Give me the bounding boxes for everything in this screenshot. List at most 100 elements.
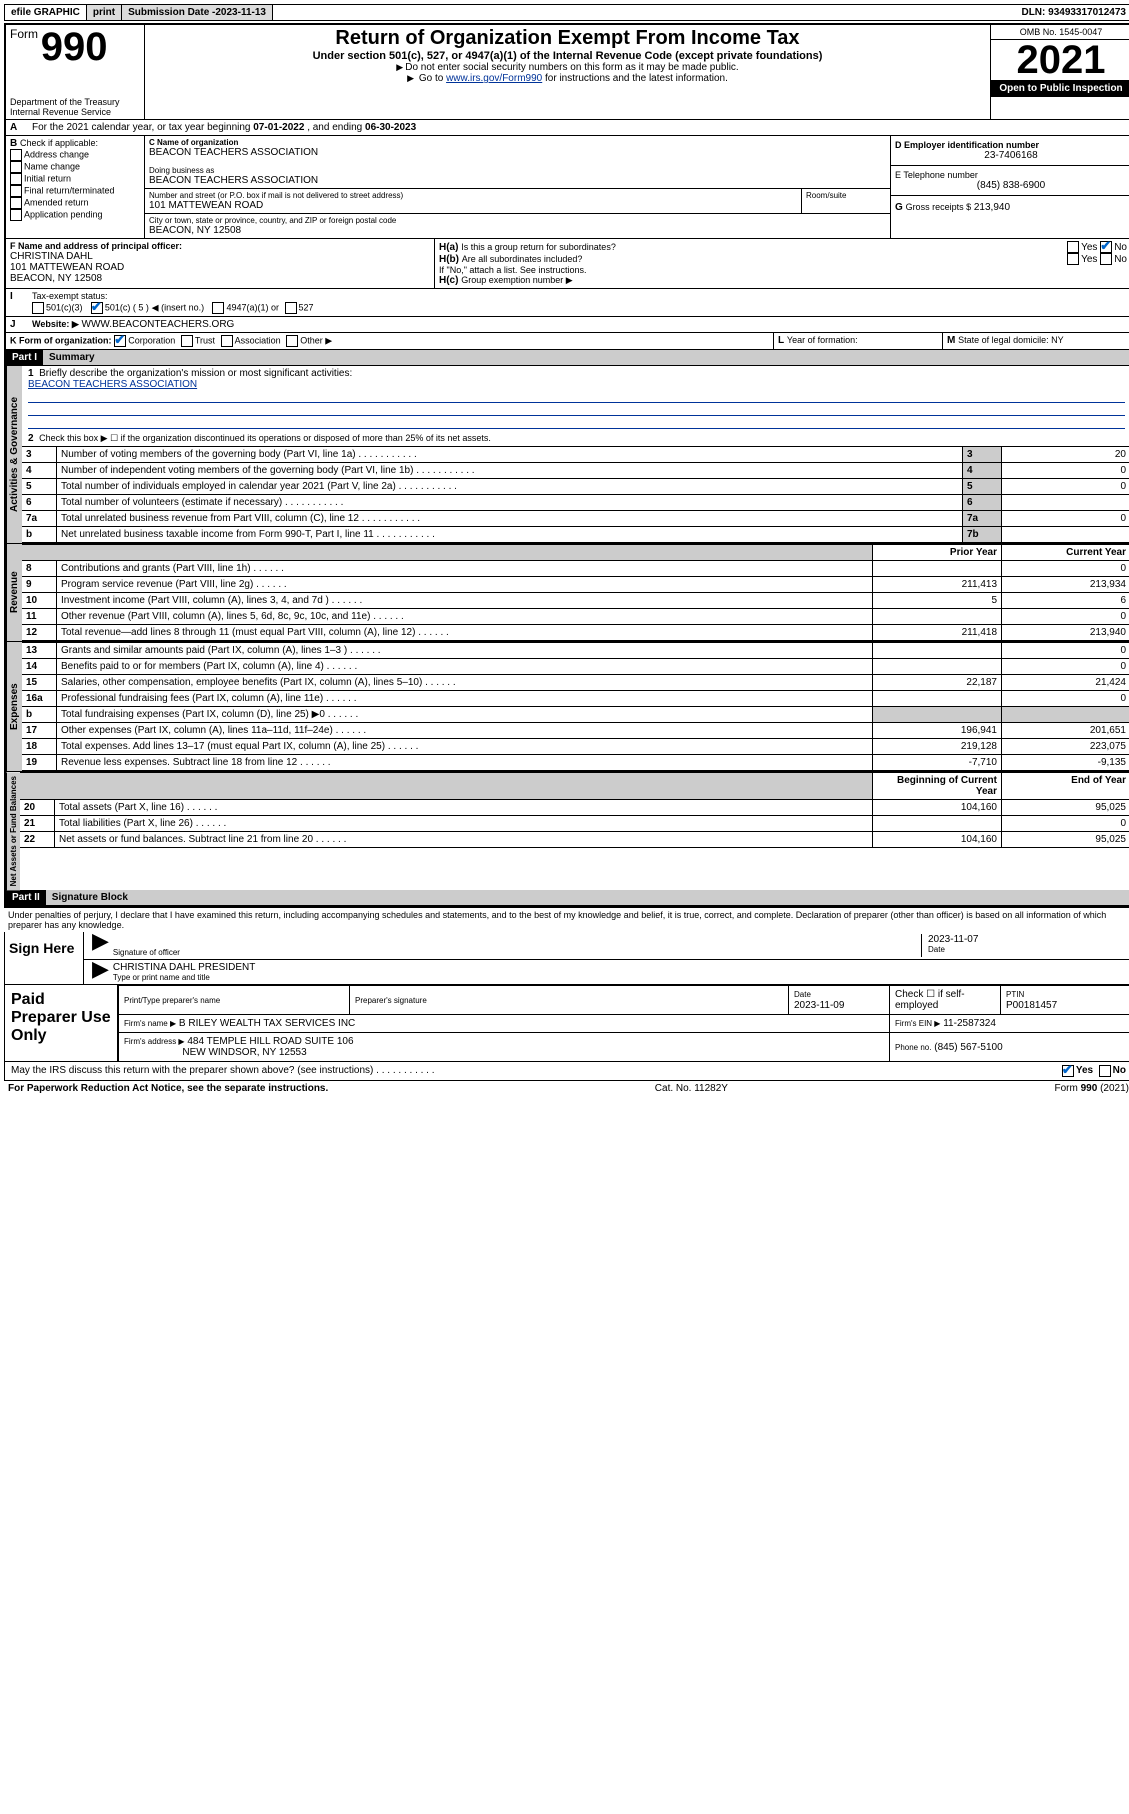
dln: DLN: 93493317012473 [1015, 5, 1129, 20]
cb-irs-no[interactable] [1099, 1065, 1111, 1077]
efile-label: efile GRAPHIC [5, 5, 87, 20]
cb-ha-yes[interactable] [1067, 241, 1079, 253]
l-txt: Year of formation: [787, 335, 858, 345]
label-a: A [6, 120, 28, 135]
label-i: I [6, 289, 28, 316]
cb-hb-yes[interactable] [1067, 253, 1079, 265]
table-row: 5Total number of individuals employed in… [22, 479, 1129, 495]
pt-date: 2023-11-09 [794, 1000, 844, 1011]
table-row: 14Benefits paid to or for members (Part … [22, 659, 1129, 675]
cb-501c3[interactable] [32, 302, 44, 314]
firm-ein-lbl: Firm's EIN ▶ [895, 1019, 940, 1028]
cb-4947[interactable] [212, 302, 224, 314]
cb-irs-yes[interactable] [1062, 1065, 1074, 1077]
submission-date: 2023-11-13 [215, 7, 266, 18]
pra-notice: For Paperwork Reduction Act Notice, see … [8, 1083, 328, 1094]
cb-corp[interactable] [114, 335, 126, 347]
f-lbl: F Name and address of principal officer: [10, 241, 430, 251]
sign-here-block: Sign Here ▶ Signature of officer 2023-11… [4, 932, 1129, 985]
may-irs-text: May the IRS discuss this return with the… [11, 1065, 1062, 1077]
section-l: L Year of formation: [774, 333, 943, 349]
cb-hb-no[interactable] [1100, 253, 1112, 265]
cb-ha-no[interactable] [1100, 241, 1112, 253]
cb-501c[interactable] [91, 302, 103, 314]
gov-block: Activities & Governance 1 Briefly descri… [6, 366, 1129, 544]
cat-no: Cat. No. 11282Y [655, 1083, 728, 1094]
print-button[interactable]: print [87, 5, 122, 20]
cb-527[interactable] [285, 302, 297, 314]
no2: No [1114, 254, 1127, 265]
o4: 527 [299, 303, 314, 313]
cb-name-change[interactable] [10, 161, 22, 173]
arrow-icon [407, 73, 416, 84]
label-b: B [10, 138, 17, 149]
cb-final-return[interactable] [10, 185, 22, 197]
hc-txt: Group exemption number ▶ [461, 275, 572, 285]
o1: 501(c)(3) [46, 303, 83, 313]
cb-trust[interactable] [181, 335, 193, 347]
irs-label: Internal Revenue Service [10, 107, 140, 117]
vtab-rev: Revenue [6, 544, 22, 641]
org-name: BEACON TEACHERS ASSOCIATION [149, 147, 886, 158]
may-irs-row: May the IRS discuss this return with the… [4, 1062, 1129, 1081]
cb-initial-return[interactable] [10, 173, 22, 185]
table-header-row: Prior YearCurrent Year [22, 545, 1129, 561]
sig-date: 2023-11-07 [928, 934, 1128, 945]
k-corp: Corporation [128, 336, 175, 346]
year-cell: OMB No. 1545-0047 2021 Open to Public In… [991, 25, 1129, 119]
submission-label: Submission Date - [128, 7, 215, 18]
pt-sig-lbl: Preparer's signature [355, 996, 427, 1005]
paid-table: Print/Type preparer's name Preparer's si… [118, 985, 1129, 1061]
firm-addr1: 484 TEMPLE HILL ROAD SUITE 106 [187, 1036, 353, 1047]
irs-link[interactable]: www.irs.gov/Form990 [446, 73, 542, 84]
ty-mid: , and ending [307, 122, 365, 133]
rev-block: Revenue Prior YearCurrent Year8Contribut… [6, 544, 1129, 642]
table-row: 21Total liabilities (Part X, line 26)0 [20, 816, 1129, 832]
mission-link[interactable]: BEACON TEACHERS ASSOCIATION [28, 379, 197, 390]
phone-lbl: Phone no. [895, 1043, 931, 1052]
cb-other[interactable] [286, 335, 298, 347]
page-footer: For Paperwork Reduction Act Notice, see … [4, 1081, 1129, 1096]
j-lbl: Website: ▶ [32, 319, 79, 329]
phone: (845) 838-6900 [895, 180, 1127, 191]
table-row: 13Grants and similar amounts paid (Part … [22, 643, 1129, 659]
tax-year-range: For the 2021 calendar year, or tax year … [28, 120, 1129, 135]
blank-line [28, 416, 1125, 429]
exp-content: 13Grants and similar amounts paid (Part … [22, 642, 1129, 771]
o3: 4947(a)(1) or [226, 303, 279, 313]
check-if: Check if applicable: [20, 138, 98, 148]
section-m: M State of legal domicile: NY [943, 333, 1129, 349]
cb-address-change[interactable] [10, 149, 22, 161]
hb-note: If "No," attach a list. See instructions… [439, 265, 1127, 275]
section-b: B Check if applicable: Address change Na… [6, 136, 145, 238]
cb-assoc[interactable] [221, 335, 233, 347]
o2a: 501(c) ( 5 ) [105, 303, 149, 313]
l2-num: 2 [28, 433, 34, 444]
table-row: bTotal fundraising expenses (Part IX, co… [22, 707, 1129, 723]
form-prefix: Form [10, 27, 38, 41]
submission-date-button[interactable]: Submission Date - 2023-11-13 [122, 5, 273, 20]
sig-date-lbl: Date [928, 945, 1128, 954]
e-lbl: E Telephone number [895, 170, 1127, 180]
no: No [1114, 242, 1127, 253]
sig-arrow-icon: ▶ [88, 962, 113, 982]
k-lbl: K Form of organization: [10, 336, 112, 346]
k-assoc: Association [235, 336, 281, 346]
j-row: J Website: ▶ WWW.BEACONTEACHERS.ORG [6, 317, 1129, 333]
firm-ein: 11-2587324 [943, 1018, 996, 1029]
ein: 23-7406168 [895, 150, 1127, 161]
table-row: 11Other revenue (Part VIII, column (A), … [22, 609, 1129, 625]
gov-content: 1 Briefly describe the organization's mi… [22, 366, 1129, 543]
o2b: ◀ (insert no.) [152, 303, 204, 313]
tax-exempt-status: Tax-exempt status: 501(c)(3) 501(c) ( 5 … [28, 289, 1129, 316]
website-cell: Website: ▶ WWW.BEACONTEACHERS.ORG [28, 317, 1129, 332]
opt-address-change: Address change [24, 150, 89, 160]
table-row: 20Total assets (Part X, line 16)104,1609… [20, 800, 1129, 816]
cb-amended[interactable] [10, 197, 22, 209]
table-row: 18Total expenses. Add lines 13–17 (must … [22, 739, 1129, 755]
cb-app-pending[interactable] [10, 209, 22, 221]
officer-street: 101 MATTEWEAN ROAD [10, 262, 430, 273]
officer-name: CHRISTINA DAHL [10, 251, 430, 262]
table-row: 8Contributions and grants (Part VIII, li… [22, 561, 1129, 577]
net-content: Beginning of Current YearEnd of Year20To… [20, 772, 1129, 890]
